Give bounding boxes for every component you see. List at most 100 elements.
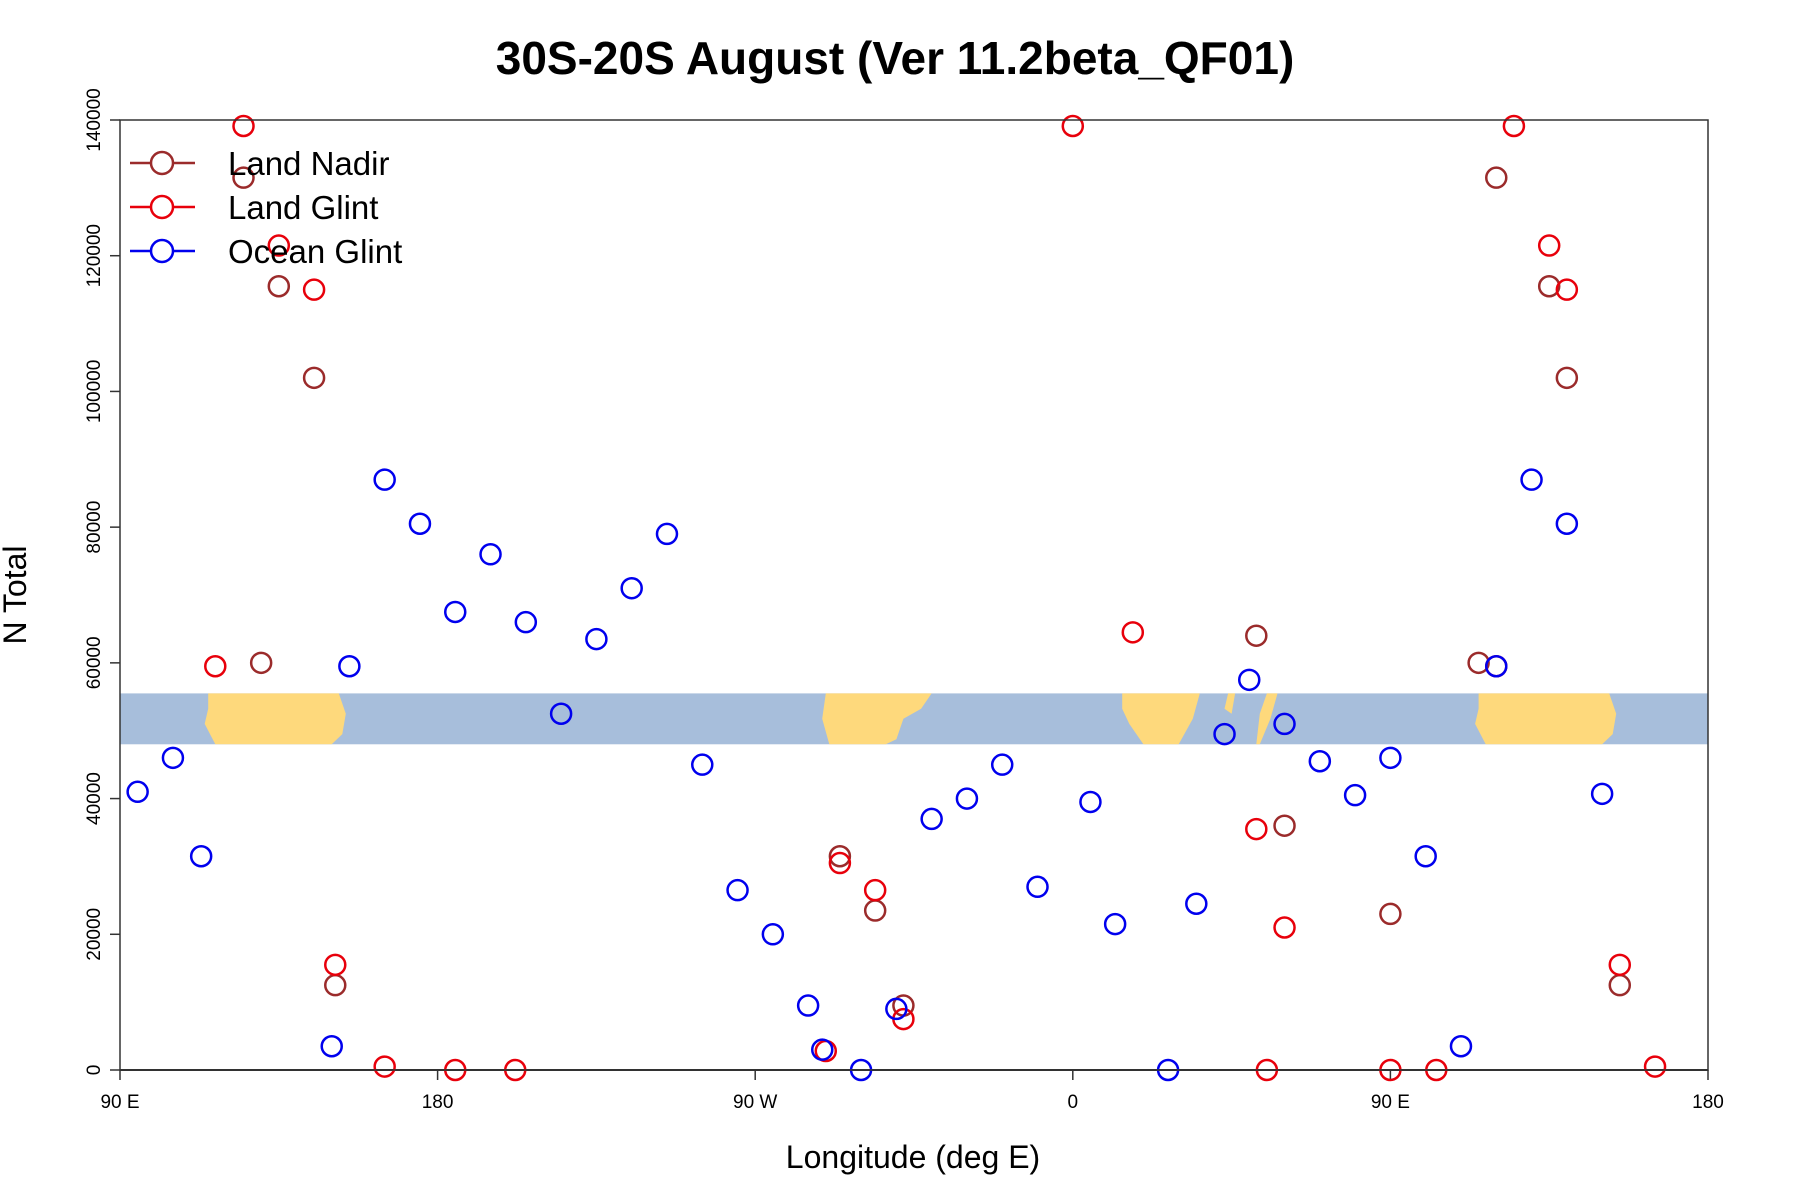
data-point [1061, 114, 1085, 138]
data-point [1026, 875, 1049, 899]
data-point [1414, 845, 1437, 868]
data-point [761, 923, 785, 946]
data-point [373, 1055, 396, 1078]
data-point [126, 780, 149, 804]
x-tick-label: 90 E [100, 1092, 139, 1113]
data-point [267, 234, 291, 257]
data-point [1308, 750, 1332, 773]
data-point [828, 845, 852, 868]
chart-title: 30S-20S August (Ver 11.2beta_QF01) [496, 32, 1295, 84]
data-point [232, 166, 255, 189]
y-tick-label: 100000 [84, 360, 105, 423]
data-point [1485, 655, 1508, 678]
y-tick-label: 140000 [84, 88, 105, 151]
data-point [1608, 973, 1632, 997]
data-point [885, 997, 908, 1021]
data-point [1555, 512, 1579, 535]
data-point [1213, 722, 1236, 746]
data-point [863, 878, 887, 902]
data-point [1273, 712, 1296, 736]
axes: 90 E 180 90 W 0 90 E 180 0 20000 40000 60000 80000… [84, 88, 1724, 1113]
data-point [514, 610, 538, 634]
data-point [302, 366, 326, 390]
legend-marker [149, 194, 175, 220]
y-tick-label: 20000 [84, 908, 105, 961]
data-point [726, 878, 749, 902]
data-point [655, 522, 679, 546]
x-tick-label: 0 [1068, 1092, 1079, 1113]
data-point [828, 851, 852, 875]
y-tick-label: 80000 [84, 501, 105, 554]
land-mass [204, 693, 346, 745]
y-axis-label: N Total [0, 545, 33, 644]
data-point [955, 787, 979, 810]
data-point [338, 655, 361, 678]
data-point [1555, 366, 1579, 390]
data-point [691, 753, 714, 776]
data-point [479, 543, 502, 566]
data-point [990, 753, 1014, 776]
land-mass [1475, 693, 1617, 745]
data-point [1590, 782, 1614, 806]
data-point [267, 275, 291, 298]
data-point [1273, 814, 1296, 837]
plot-frame [119, 119, 1709, 1071]
data-point [1467, 651, 1490, 675]
data-point [1245, 624, 1268, 647]
data-point [1121, 621, 1145, 644]
data-point [1555, 278, 1579, 301]
series-land-nadir [232, 166, 1632, 1017]
data-point [1237, 668, 1261, 692]
data-point [1379, 746, 1402, 770]
x-tick-label: 180 [422, 1092, 454, 1113]
data-point [620, 576, 643, 600]
data-point [1245, 817, 1268, 841]
data-point [1537, 234, 1561, 257]
data-point [1537, 275, 1561, 298]
data-point [161, 746, 185, 770]
data-point [249, 651, 273, 675]
data-point [1502, 114, 1526, 138]
data-point [1643, 1055, 1667, 1078]
data-point [1379, 902, 1402, 926]
x-tick-label: 90 W [733, 1092, 777, 1113]
data-point [1103, 912, 1127, 936]
data-point [324, 973, 347, 997]
data-point [443, 600, 467, 624]
data-point [302, 278, 326, 301]
data-point [1185, 892, 1208, 915]
data-point [189, 845, 213, 868]
land-mass [1256, 693, 1278, 745]
data-point [232, 114, 255, 138]
data-point [373, 468, 396, 491]
legend: Land Nadir Land Glint Ocean Glint [130, 145, 402, 270]
data-point [408, 512, 432, 535]
land-mass [1122, 693, 1200, 745]
data-point [204, 655, 227, 678]
data-point [1079, 790, 1102, 814]
legend-marker [149, 150, 175, 176]
data-point [549, 702, 573, 725]
data-point [320, 1035, 343, 1058]
legend-label: Land Glint [228, 189, 378, 226]
data-point [1273, 916, 1296, 939]
data-point [1449, 1035, 1473, 1058]
data-point [810, 1038, 834, 1061]
data-point [324, 953, 347, 977]
x-tick-label: 90 E [1371, 1092, 1410, 1113]
data-point [1343, 783, 1367, 807]
y-tick-label: 120000 [84, 224, 105, 287]
data-point [1608, 953, 1632, 977]
land-mass [822, 693, 932, 745]
data-point [585, 627, 608, 651]
series-land-glint [204, 114, 1667, 1082]
data-point [863, 899, 887, 922]
map-band [120, 693, 1708, 745]
legend-marker [149, 238, 175, 264]
y-tick-label: 0 [84, 1065, 105, 1076]
data-point [796, 994, 820, 1017]
data-point [1520, 468, 1543, 491]
data-point [920, 807, 943, 831]
y-tick-label: 60000 [84, 636, 105, 689]
